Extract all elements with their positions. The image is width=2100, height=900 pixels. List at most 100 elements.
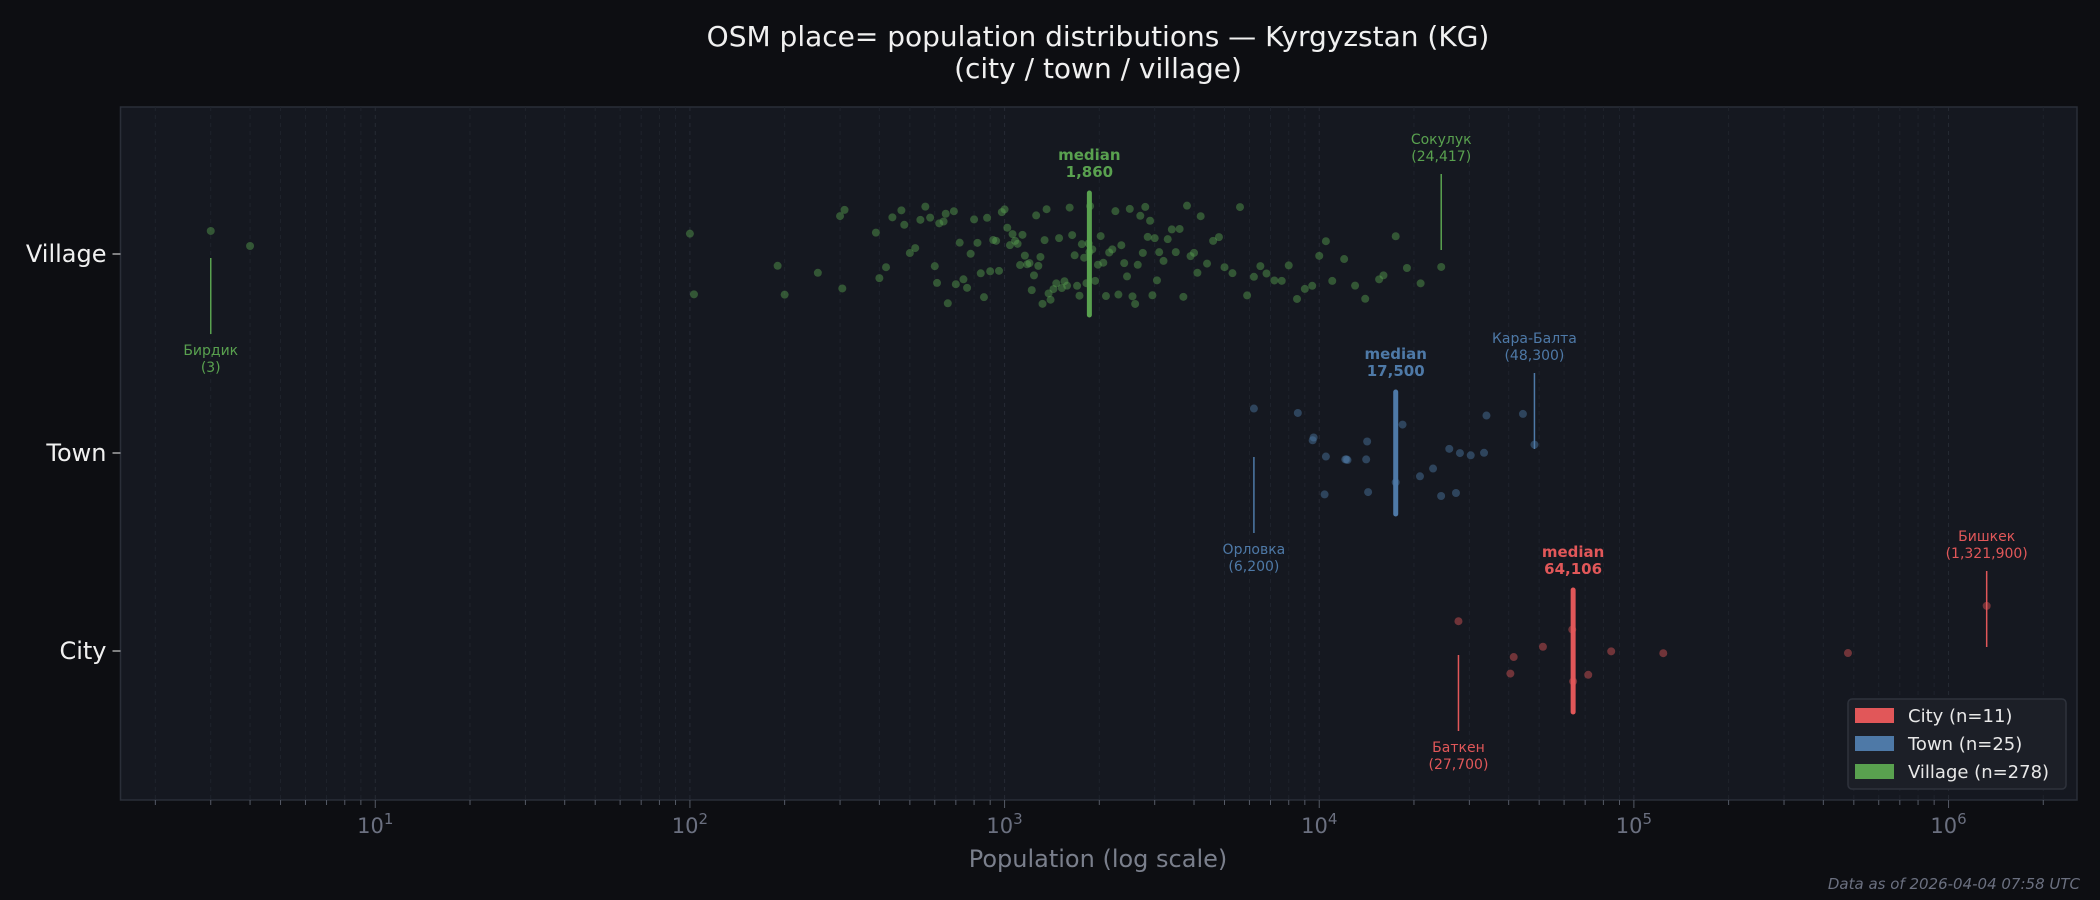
data-point [1308, 281, 1317, 290]
data-point [970, 215, 979, 224]
data-point [1049, 285, 1058, 294]
data-point [1186, 252, 1195, 261]
data-point [1437, 491, 1446, 500]
data-point [963, 283, 972, 292]
data-point [1152, 276, 1161, 285]
data-point [1136, 211, 1145, 220]
data-point [685, 229, 694, 238]
annotation-name: Баткен [1432, 740, 1485, 756]
x-tick-base: 10 [986, 814, 1013, 838]
data-point [1341, 455, 1350, 464]
data-point [1249, 404, 1258, 413]
plot-area [119, 106, 2078, 801]
x-tick-base: 10 [1930, 814, 1957, 838]
data-point [813, 268, 822, 277]
data-point [1000, 205, 1009, 214]
x-tick-exponent: 2 [699, 810, 709, 828]
data-point [1509, 653, 1518, 662]
legend-swatch-city [1855, 708, 1894, 723]
x-tick-base: 10 [672, 814, 699, 838]
data-point [959, 275, 968, 284]
data-point [1093, 260, 1102, 269]
data-point [1228, 269, 1237, 278]
data-point [1146, 216, 1155, 225]
data-point [1518, 409, 1527, 418]
data-point [1249, 272, 1258, 281]
data-point [1070, 251, 1079, 260]
data-point [1256, 262, 1265, 271]
x-tick-exponent: 4 [1328, 810, 1338, 828]
data-point [973, 238, 982, 247]
median-value: 64,106 [1544, 560, 1602, 578]
annotation-name: Бишкек [1958, 529, 2015, 545]
annotation-value: (6,200) [1228, 559, 1279, 575]
data-point [773, 261, 782, 270]
data-point [1309, 433, 1318, 442]
data-point [921, 202, 930, 211]
data-point [1445, 444, 1454, 453]
data-point [905, 249, 914, 258]
annotation-name: Бирдик [183, 343, 238, 359]
grid [154, 107, 2044, 800]
data-point [1123, 272, 1132, 281]
data-point [1003, 223, 1012, 232]
data-point [1125, 204, 1134, 213]
x-tick-exponent: 6 [1957, 810, 1967, 828]
median-word: median [1058, 146, 1120, 164]
data-point [840, 205, 849, 214]
data-point [1243, 291, 1252, 300]
chart-title: OSM place= population distributions — Ky… [707, 20, 1490, 53]
data-point [1607, 647, 1616, 656]
data-point [1480, 448, 1489, 457]
data-point [1096, 232, 1105, 241]
legend-box [1847, 698, 2067, 790]
legend-label-village: Village (n=278) [1908, 762, 2049, 783]
median-word: median [1364, 345, 1426, 363]
data-point [1398, 420, 1407, 429]
data-point [1046, 295, 1055, 304]
data-point [1029, 271, 1038, 280]
data-point [1328, 276, 1337, 285]
x-tick-base: 10 [357, 814, 384, 838]
data-point [882, 263, 891, 272]
data-point [1190, 248, 1199, 257]
data-point [1117, 241, 1126, 250]
x-tick-exponent: 5 [1642, 810, 1652, 828]
data-point [1131, 299, 1140, 308]
data-point [1538, 642, 1547, 651]
data-point [1454, 617, 1463, 626]
data-point [1455, 449, 1464, 458]
annotation-value: (24,417) [1411, 149, 1471, 165]
data-point [1361, 294, 1370, 303]
footer-timestamp: Data as of 2026-04-04 07:58 UTC [1828, 875, 2081, 893]
data-point [1320, 490, 1329, 499]
data-point [1057, 284, 1066, 293]
legend-swatch-town [1855, 736, 1894, 751]
annotation-value: (3) [201, 360, 221, 376]
data-point [933, 278, 942, 287]
data-point [989, 236, 998, 245]
x-tick-label: 101 [357, 810, 393, 838]
data-point [1167, 225, 1176, 234]
data-point [1235, 203, 1244, 212]
data-point [1506, 669, 1515, 678]
data-point [1321, 452, 1330, 461]
data-point [1128, 292, 1137, 301]
legend-label-town: Town (n=25) [1907, 734, 2022, 755]
data-point [1120, 259, 1129, 268]
data-point [1416, 279, 1425, 288]
data-point [1193, 268, 1202, 277]
data-point [911, 244, 920, 253]
data-point [916, 215, 925, 224]
data-point [1008, 230, 1017, 239]
data-point [888, 213, 897, 222]
data-point [875, 274, 884, 283]
data-point [780, 290, 789, 299]
x-tick-label: 102 [672, 810, 708, 838]
data-point [955, 238, 964, 247]
data-point [1020, 251, 1029, 260]
data-point [1277, 276, 1286, 285]
data-point [1111, 207, 1120, 216]
